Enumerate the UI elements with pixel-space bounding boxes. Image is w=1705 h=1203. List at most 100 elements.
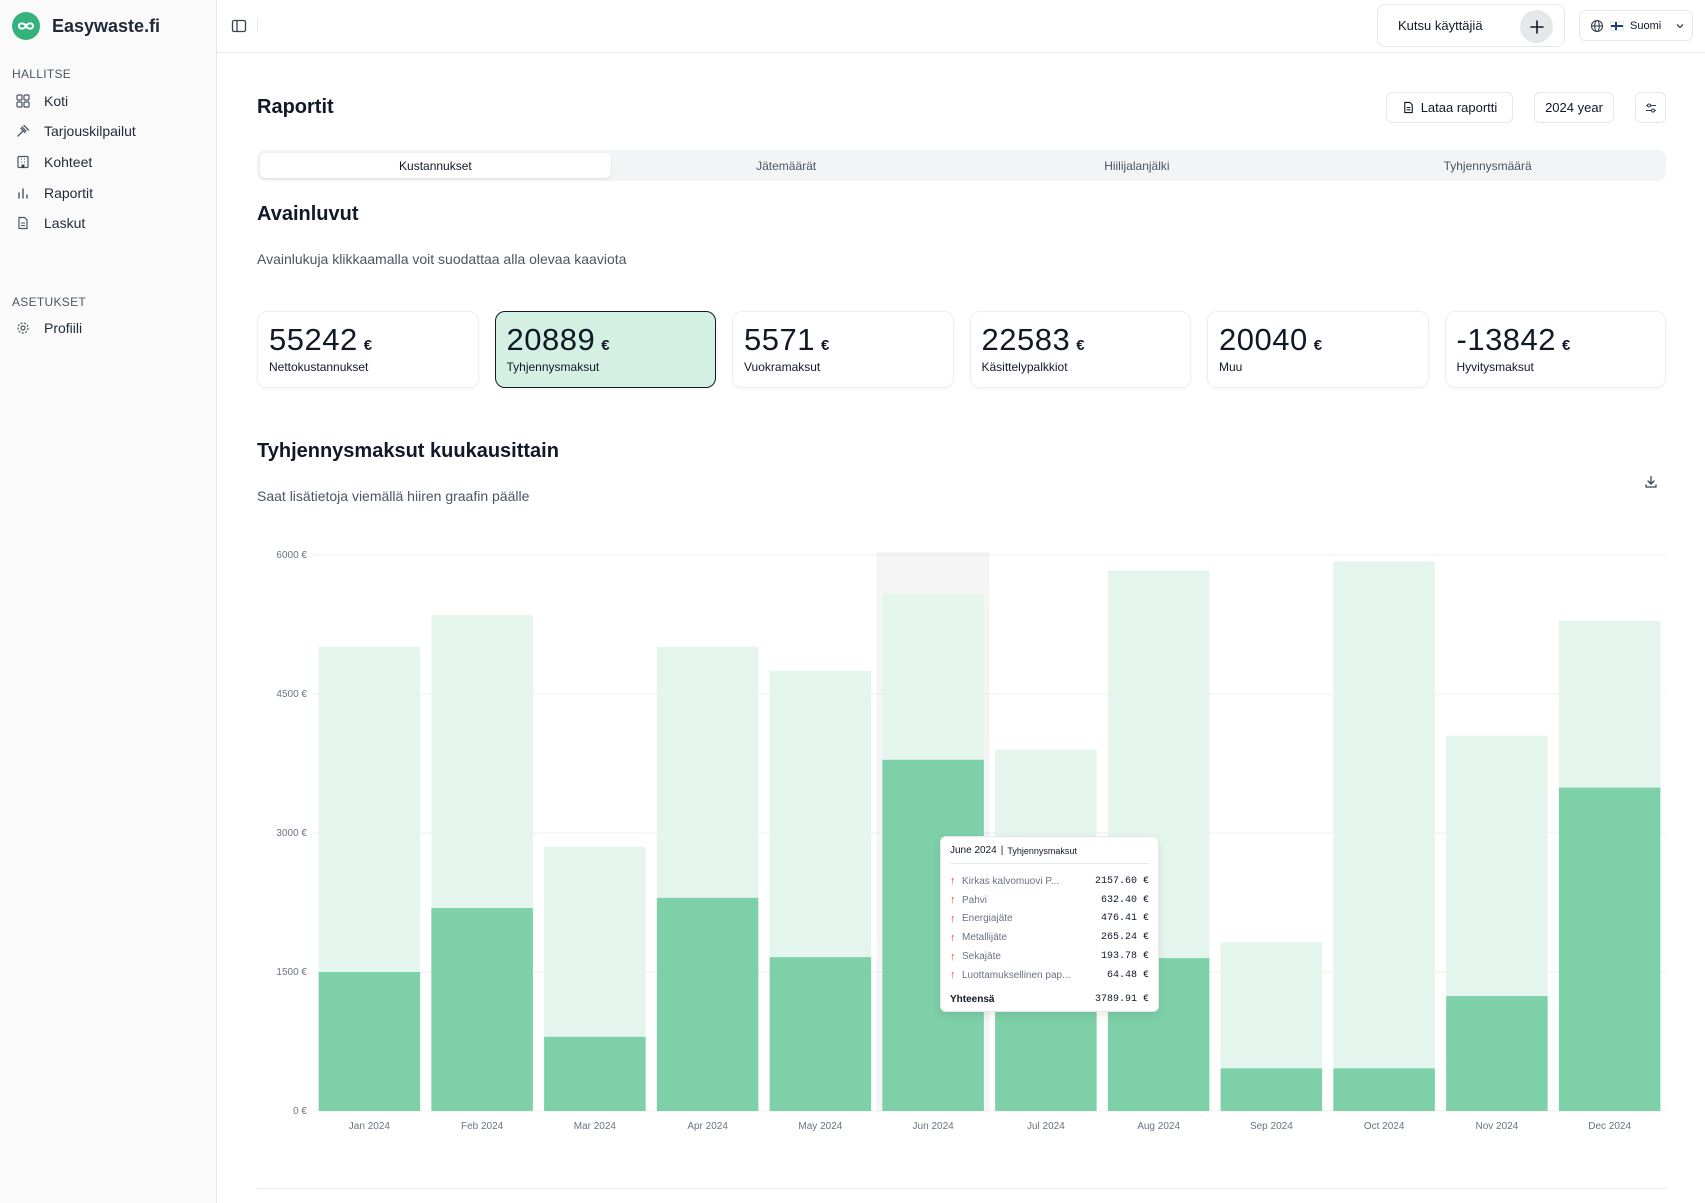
sidebar-item-profiili[interactable]: Profiili [8,314,208,342]
sidebar-item-raportit[interactable]: Raportit [8,179,208,207]
tooltip-row-value: 64.48 € [1106,969,1149,981]
kpi-label: Käsittelypalkkiot [981,360,1068,374]
filter-settings-button[interactable] [1635,92,1666,123]
bar-tyhjennysmaksut [1333,1068,1435,1111]
sidebar-item-label: Laskut [44,215,86,231]
invite-users-label: Kutsu käyttäjiä [1398,18,1483,33]
page-title: Raportit [257,96,334,118]
sidebar-item-label: Tarjouskilpailut [44,123,136,139]
bar-tyhjennysmaksut [431,908,533,1111]
sidebar-item-kohteet[interactable]: Kohteet [8,148,208,176]
kpi-label: Nettokustannukset [269,360,369,374]
y-tick-label: 0 € [293,1106,307,1117]
bar-chart-icon [16,186,30,200]
bar-tyhjennysmaksut [769,957,872,1111]
tooltip-total-label: Yhteensä [950,993,995,1005]
kpi-value: -13842 [1456,322,1557,357]
download-chart-button[interactable] [1643,474,1659,490]
arrow-up-icon: ↑ [950,950,956,963]
finland-flag-icon [1610,20,1624,31]
tooltip-row: ↑ Luottamuksellinen pap... 64.48 € [950,966,1149,985]
tooltip-row-value: 2157.60 € [1094,875,1149,887]
tab-jatemaarat[interactable]: Jätemäärät [756,158,817,173]
x-tick-label: Jan 2024 [349,1121,391,1132]
chart-tooltip: June 2024 | Tyhjennysmaksut ↑ Kirkas kalv… [940,836,1159,1012]
brand[interactable]: Easywaste.fi [12,12,160,40]
tooltip-separator: | [1000,845,1004,856]
kpi-label: Tyhjennysmaksut [506,360,600,374]
file-icon [1403,101,1413,114]
tooltip-rows: ↑ Kirkas kalvomuovi P... 2157.60 € ↑ Pahvi 6… [950,872,1149,985]
x-tick-label: Oct 2024 [1364,1121,1405,1132]
tooltip-month: June 2024 [950,845,997,856]
sidebar-item-label: Koti [44,93,69,109]
grid-icon [16,94,30,108]
tab-hiilijalanjalki[interactable]: Hiilijalanjälki [1104,158,1170,173]
tooltip-row-value: 632.40 € [1100,894,1149,906]
invite-users-button[interactable]: Kutsu käyttäjiä [1377,4,1565,47]
kpi-currency: € [1076,337,1085,354]
kpi-value: 20040 [1219,322,1308,357]
monthly-bar-chart[interactable]: 0 € 1500 € 3000 € 4500 € 6000 € Jan 2024 Feb 2… [257,540,1666,1140]
y-tick-label: 1500 € [276,967,307,978]
kpi-card-kasittelypalkkiot[interactable]: 22583 € Käsittelypalkkiot [969,311,1191,388]
globe-icon [1590,19,1604,32]
sidebar-item-label: Raportit [44,185,94,201]
tooltip-total: Yhteensä 3789.91 € [950,994,1149,1005]
kpi-currency: € [1313,337,1323,354]
tab-tyhjennysmaara[interactable]: Tyhjennysmäärä [1443,158,1532,173]
tooltip-row: ↑ Kirkas kalvomuovi P... 2157.60 € [950,872,1149,891]
sliders-icon [1645,102,1656,113]
gavel-icon [16,124,30,138]
language-select[interactable]: Suomi [1579,10,1693,41]
kpi-card-hyvitysmaksut[interactable]: -13842 € Hyvitysmaksut [1444,311,1666,388]
x-tick-label: Apr 2024 [687,1121,728,1132]
x-tick-label: Mar 2024 [574,1121,617,1132]
monthly-chart-subtitle: Saat lisätietoja viemällä hiiren graafin… [257,488,530,504]
x-tick-label: May 2024 [798,1121,842,1132]
kpi-card-vuokramaksut[interactable]: 5571 € Vuokramaksut [732,311,954,388]
tooltip-row-name: Pahvi [962,894,988,906]
kpi-currency: € [363,337,373,354]
x-tick-label: Jun 2024 [913,1121,955,1132]
sidebar-item-tarjouskilpailut[interactable]: Tarjouskilpailut [8,117,208,145]
download-report-button[interactable]: Lataa raportti [1386,92,1513,123]
tooltip-metric: Tyhjennysmaksut [1007,845,1077,856]
bar-total [1333,561,1435,1111]
kpi-currency: € [820,337,830,354]
x-tick-label: Aug 2024 [1137,1121,1180,1132]
arrow-up-icon: ↑ [950,931,956,944]
x-tick-label: Jul 2024 [1027,1121,1065,1132]
x-tick-label: Nov 2024 [1475,1121,1518,1132]
kpi-value: 20889 [506,322,596,357]
download-icon [1645,475,1657,488]
kpi-value: 5571 [744,322,815,357]
bar-tyhjennysmaksut [1446,996,1548,1111]
x-tick-label: Feb 2024 [461,1121,504,1132]
chart-canvas: 0 € 1500 € 3000 € 4500 € 6000 € Jan 2024 Feb 2… [276,550,1666,1132]
bar-tyhjennysmaksut [544,1036,646,1111]
sidebar-toggle-button[interactable] [230,17,248,35]
kpi-label: Hyvitysmaksut [1456,360,1534,374]
kpi-value: 55242 [269,322,358,357]
arrow-up-icon: ↑ [950,912,956,925]
kpi-currency: € [601,337,610,354]
kpi-label: Vuokramaksut [744,360,821,374]
tab-kustannukset[interactable]: Kustannukset [260,153,611,178]
tooltip-row-name: Kirkas kalvomuovi P... [962,875,1060,887]
sidebar-item-laskut[interactable]: Laskut [8,209,208,237]
kpi-card-nettokustannukset[interactable]: 55242 € Nettokustannukset [257,311,479,388]
bar-tyhjennysmaksut [1220,1068,1323,1111]
kpi-card-muu[interactable]: 20040 € Muu [1207,311,1429,388]
kpi-row: 55242 € Nettokustannukset 20889 € Tyhjenny… [257,311,1666,388]
tooltip-row-value: 265.24 € [1100,932,1149,944]
y-tick-label: 3000 € [276,828,307,839]
kpi-card-tyhjennysmaksut[interactable]: 20889 € Tyhjennysmaksut [494,311,716,388]
brand-name: Easywaste.fi [52,15,161,36]
arrow-up-icon: ↑ [950,969,956,982]
download-report-label: Lataa raportti [1420,100,1498,115]
plus-icon[interactable] [1520,10,1553,43]
tooltip-row: ↑ Energiajäte 476.41 € [950,910,1149,929]
year-select[interactable]: 2024 year [1534,92,1614,123]
sidebar-item-koti[interactable]: Koti [8,87,208,115]
